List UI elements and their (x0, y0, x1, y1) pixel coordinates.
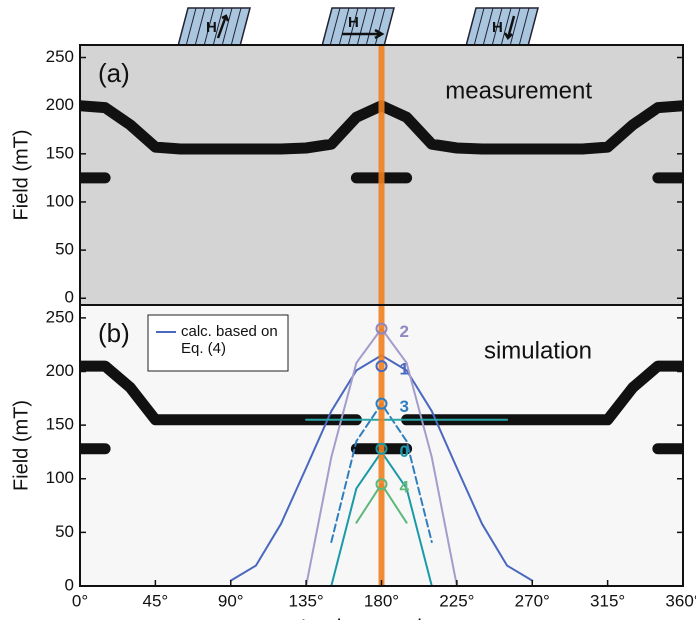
legend-box (147, 314, 289, 372)
x-tick-label: 315° (590, 591, 625, 610)
legend-label: calc. based on Eq. (4) (181, 323, 278, 357)
y-tick-label: 150 (46, 415, 74, 434)
y-tick-label: 50 (55, 522, 74, 541)
y-tick-label: 0 (65, 288, 74, 307)
mode-marker (375, 478, 388, 491)
mode-label: 3 (400, 397, 409, 416)
x-tick-label: 180° (364, 591, 399, 610)
x-tick-label: 225° (439, 591, 474, 610)
icon-down: H (465, 7, 539, 47)
icon-right: H (321, 7, 395, 47)
y-tick-label: 200 (46, 95, 74, 114)
y-tick-label: 0 (65, 575, 74, 594)
panel-annotation: simulation (484, 337, 592, 364)
plot-area (80, 305, 683, 586)
mode-marker (375, 322, 388, 335)
icons: H H H (177, 7, 539, 47)
icon-label: H (206, 19, 217, 36)
y-tick-label: 250 (46, 47, 74, 66)
mode-label: 2 (400, 322, 409, 341)
y-tick-label: 100 (46, 191, 74, 210)
x-tick-label: 270° (515, 591, 550, 610)
x-tick-label: 45° (143, 591, 169, 610)
y-tick-label: 100 (46, 468, 74, 487)
highlight-line (378, 305, 385, 586)
mode-marker (375, 442, 388, 455)
panel-label: (a) (98, 58, 130, 88)
x-tick-label: 0° (72, 591, 88, 610)
x-axis-label-main: In-plane angle φ (301, 616, 454, 620)
x-tick-label: 360° (665, 591, 696, 610)
panel-label: (b) (98, 318, 130, 348)
x-tick-label: 135° (289, 591, 324, 610)
panel-annotation: measurement (445, 77, 592, 104)
y-tick-label: 200 (46, 361, 74, 380)
y-axis-label: Field (mT) (10, 129, 32, 220)
plot-frame (79, 304, 684, 587)
mode-marker (375, 360, 388, 373)
x-tick-label: 90° (218, 591, 244, 610)
mode-marker (375, 397, 388, 410)
plot-area (80, 45, 683, 305)
mode-label: 1 (400, 360, 409, 379)
y-tick-label: 50 (55, 240, 74, 259)
y-tick-label: 250 (46, 307, 74, 326)
icon-label: H (348, 14, 359, 31)
icon-label: H (492, 19, 503, 36)
y-tick-label: 150 (46, 143, 74, 162)
y-axis-label: Field (mT) (10, 400, 32, 491)
mode-label: 4 (400, 478, 410, 497)
highlight-line (378, 45, 385, 305)
x-axis-label: In-plane angle φH (301, 616, 463, 620)
legend-entry: calc. based on Eq. (4) (181, 323, 278, 357)
mode-label: 0 (400, 442, 409, 461)
icon-up: H (177, 7, 251, 47)
